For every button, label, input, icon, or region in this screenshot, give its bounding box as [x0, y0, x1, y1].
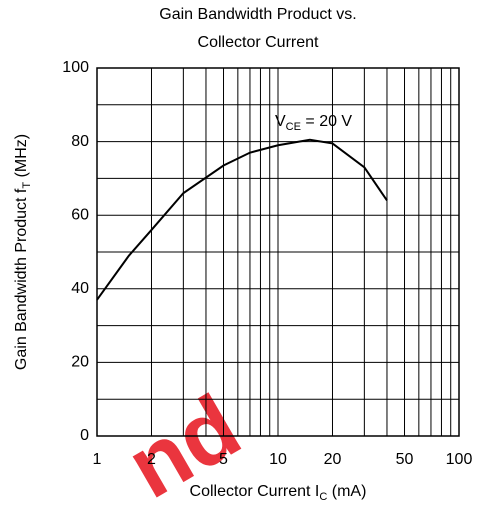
- y-tick-label: 80: [71, 133, 89, 150]
- x-tick-label: 100: [446, 451, 473, 468]
- x-axis-label: Collector Current IC (mA): [190, 483, 367, 503]
- y-tick-label: 60: [71, 206, 89, 223]
- annotation-text: V: [275, 113, 286, 130]
- x-label-tail: (mA): [327, 483, 366, 500]
- x-tick-label: 20: [324, 451, 342, 468]
- annotation-tail: = 20 V: [301, 113, 352, 130]
- chart-title: Collector Current: [198, 34, 319, 51]
- y-tick-label: 0: [80, 427, 89, 444]
- x-label-text: Collector Current I: [190, 483, 320, 500]
- annotation: VCE = 20 V: [275, 113, 352, 133]
- chart-title: Gain Bandwidth Product vs.: [159, 6, 356, 23]
- x-tick-label: 10: [269, 451, 287, 468]
- y-label-sub: T: [21, 182, 33, 189]
- x-tick-label: 2: [147, 451, 156, 468]
- curve: [96, 138, 388, 301]
- annotation-sub: CE: [286, 121, 301, 133]
- y-tick-label: 40: [71, 280, 89, 297]
- y-label-text: Gain Bandwidth Product f: [13, 188, 30, 370]
- plot-frame: [96, 67, 460, 437]
- x-label-sub: C: [319, 491, 327, 503]
- x-tick-label: 1: [93, 451, 102, 468]
- y-label-tail: (MHz): [13, 134, 30, 182]
- y-tick-label: 20: [71, 354, 89, 371]
- y-axis-label: Gain Bandwidth Product fT (MHz): [13, 134, 33, 370]
- x-tick-label: 5: [219, 451, 228, 468]
- x-tick-label: 50: [396, 451, 414, 468]
- y-tick-label: 100: [62, 59, 89, 76]
